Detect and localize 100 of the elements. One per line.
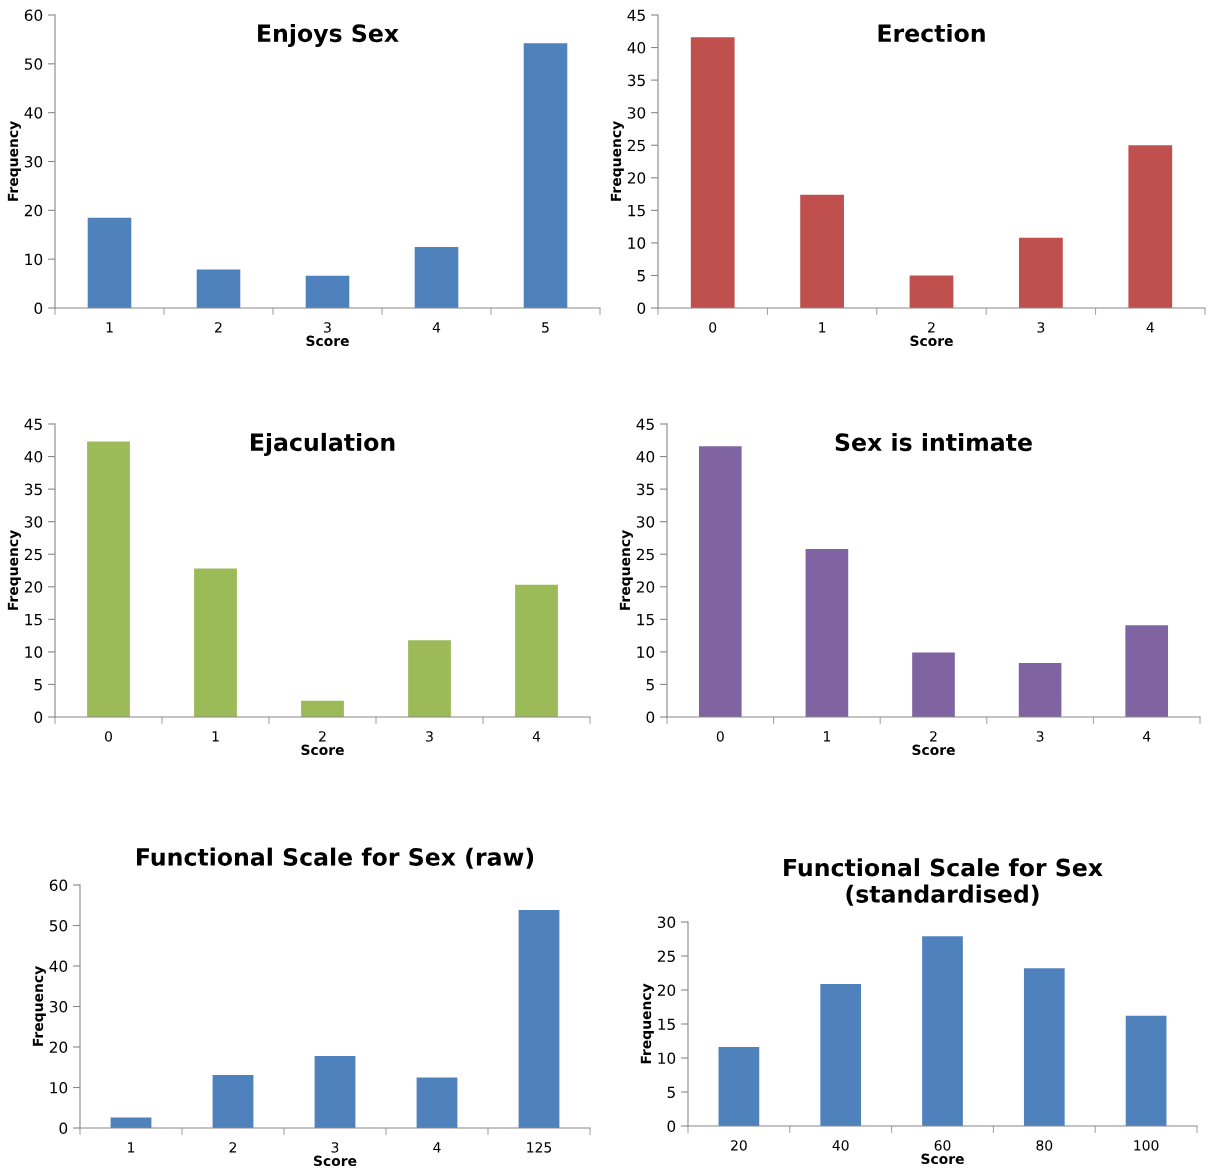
y-tick-label: 60 [24, 9, 43, 22]
bar [1018, 662, 1062, 717]
y-tick-label: 30 [24, 516, 43, 528]
x-tick-label: 2 [215, 322, 222, 333]
y-tick-label: 0 [667, 1120, 676, 1133]
chart-title: Enjoys Sex [258, 23, 399, 47]
y-tick-label: 0 [59, 1122, 68, 1135]
x-axis-title: Score [912, 744, 955, 756]
x-tick-label: 3 [1036, 731, 1044, 742]
bar [301, 700, 344, 717]
bar [1125, 1015, 1167, 1126]
x-tick-label: 2 [229, 1142, 237, 1153]
bar [912, 652, 955, 717]
x-tick-label: 4 [1142, 731, 1151, 742]
y-tick-label: 25 [24, 548, 42, 561]
x-tick-label: 3 [1037, 322, 1045, 333]
y-tick-label: 20 [24, 204, 43, 217]
chart-title: Ejaculation [250, 432, 395, 456]
y-tick-label: 50 [24, 58, 43, 70]
y-tick-label: 10 [25, 646, 43, 658]
y-tick-label: 35 [636, 483, 654, 496]
bar [523, 43, 568, 308]
y-tick-label: 40 [627, 42, 646, 54]
bar [1128, 145, 1173, 308]
x-tick-label: 3 [331, 1142, 339, 1153]
x-tick-label: 1 [819, 322, 826, 333]
bar [909, 275, 954, 308]
x-tick-label: 3 [324, 322, 331, 333]
bar [87, 441, 130, 717]
y-tick-label: 20 [49, 1041, 68, 1054]
y-tick-label: 45 [24, 418, 42, 431]
bar [194, 568, 237, 717]
bar [698, 446, 742, 717]
x-tick-label: 0 [716, 731, 724, 742]
x-axis-title: Score [313, 1155, 357, 1167]
y-tick-label: 5 [34, 679, 42, 691]
y-axis-title: Frequency [7, 530, 21, 610]
bar [922, 936, 963, 1126]
bar [408, 640, 451, 717]
y-tick-label: 20 [24, 581, 43, 593]
x-tick-label: 2 [319, 731, 326, 742]
bar [518, 910, 560, 1128]
bar [820, 983, 862, 1126]
y-tick-label: 10 [637, 646, 655, 658]
y-tick-label: 15 [637, 614, 654, 626]
x-tick-label: 100 [1134, 1140, 1159, 1151]
y-tick-label: 5 [667, 1086, 675, 1099]
y-tick-label: 0 [34, 711, 43, 724]
y-tick-label: 25 [636, 548, 654, 561]
bar [690, 37, 735, 308]
x-tick-label: 4 [532, 731, 541, 742]
y-tick-label: 45 [627, 9, 645, 22]
x-tick-label: 4 [1146, 322, 1154, 333]
y-tick-label: 35 [24, 483, 42, 496]
x-axis-title: Score [921, 1153, 964, 1165]
x-tick-label: 80 [1036, 1140, 1053, 1151]
bar [416, 1077, 458, 1128]
y-axis-title: Frequency [619, 530, 633, 610]
y-tick-label: 60 [49, 879, 68, 892]
bar [800, 194, 844, 308]
x-tick-label: 2 [928, 322, 935, 333]
y-tick-label: 30 [636, 516, 655, 528]
y-tick-label: 40 [49, 960, 68, 973]
y-tick-label: 30 [657, 916, 676, 929]
y-tick-label: 20 [657, 984, 676, 997]
bar [212, 1074, 254, 1128]
y-tick-label: 30 [627, 107, 646, 119]
y-tick-label: 50 [49, 919, 68, 932]
chart-title: Functional Scale for Sex (standardised) [784, 858, 1103, 906]
y-tick-label: 25 [627, 139, 645, 152]
x-tick-label: 1 [128, 1142, 135, 1153]
y-tick-label: 15 [25, 614, 42, 626]
chart-title: Sex is intimate [835, 432, 1032, 452]
bar [1023, 968, 1065, 1126]
y-tick-label: 25 [657, 950, 675, 963]
y-tick-label: 15 [658, 1018, 675, 1031]
x-axis-title: Score [306, 335, 349, 347]
y-tick-label: 30 [49, 1000, 68, 1013]
bar [196, 269, 241, 308]
y-tick-label: 5 [646, 679, 654, 691]
y-tick-label: 45 [636, 418, 654, 431]
y-tick-label: 40 [24, 451, 43, 463]
bar [805, 549, 849, 717]
x-tick-label: 4 [433, 1142, 441, 1153]
bar [718, 1047, 760, 1126]
x-tick-label: 1 [824, 731, 831, 742]
y-tick-label: 20 [627, 172, 646, 184]
y-tick-label: 0 [637, 302, 646, 315]
y-tick-label: 20 [636, 581, 655, 593]
y-tick-label: 30 [24, 155, 43, 168]
bar [414, 246, 459, 308]
y-axis-title: Frequency [640, 983, 654, 1064]
x-tick-label: 5 [542, 322, 549, 333]
x-tick-label: 20 [731, 1140, 747, 1151]
bar [87, 217, 132, 308]
y-tick-label: 10 [25, 253, 43, 266]
x-axis-title: Score [301, 744, 344, 756]
bar [305, 275, 350, 308]
chart-title: Erection [878, 23, 985, 43]
y-tick-label: 10 [658, 1052, 676, 1065]
